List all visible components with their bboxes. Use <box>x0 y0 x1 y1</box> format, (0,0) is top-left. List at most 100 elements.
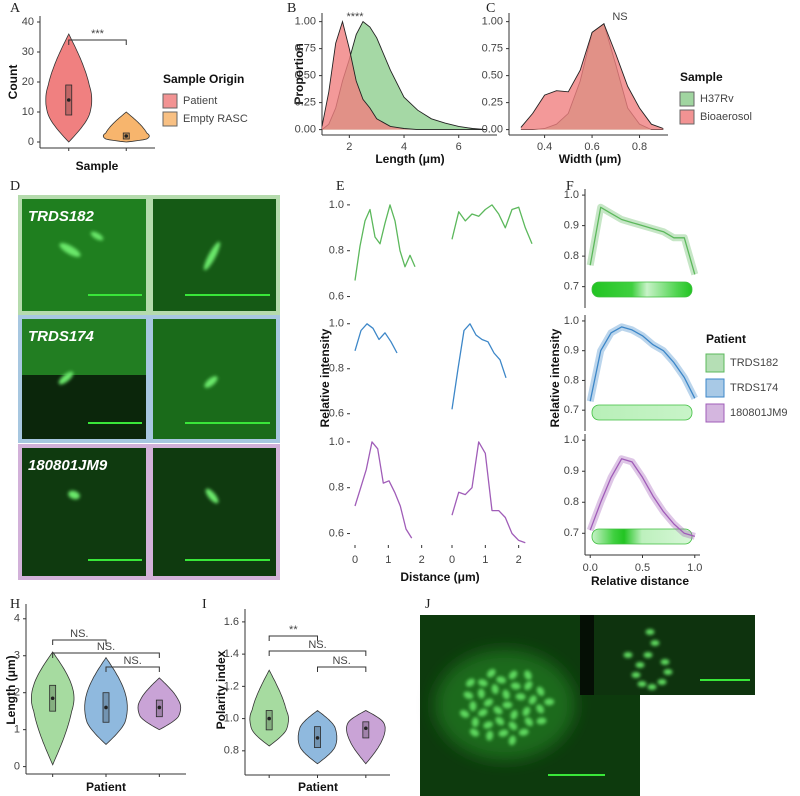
bacterium <box>647 684 657 690</box>
x-axis-label: Patient <box>86 780 126 794</box>
ribbon <box>586 455 696 540</box>
x-tick-label: 6 <box>456 141 462 153</box>
annotation: *** <box>91 28 105 40</box>
legend-swatch <box>705 378 725 398</box>
violin <box>249 669 289 747</box>
y-tick-label: 0.8 <box>329 363 344 375</box>
bacterium <box>483 698 494 707</box>
profile-line <box>354 323 398 354</box>
bacterium <box>59 243 81 257</box>
bacterium <box>493 706 503 715</box>
x-tick-label: 1 <box>482 554 488 566</box>
bracket <box>268 635 318 641</box>
bacterium <box>477 679 488 687</box>
bacterium <box>90 231 104 241</box>
profile-line <box>354 441 413 539</box>
annotation: NS. <box>70 628 88 640</box>
legend-title: Sample <box>680 70 723 84</box>
density-line <box>520 23 664 129</box>
y-tick-label: 0.75 <box>482 43 503 55</box>
bacterium <box>465 678 475 687</box>
bacterium <box>650 640 660 646</box>
median <box>104 705 108 710</box>
annotation: NS. <box>123 655 141 667</box>
panel-letter: B <box>287 1 296 16</box>
tile-caption: TRDS174 <box>28 328 95 345</box>
micrograph <box>149 315 280 443</box>
legend-label: TRDS182 <box>730 357 778 369</box>
panel-letter: D <box>10 179 20 194</box>
median <box>50 696 55 701</box>
tile-caption: 180801JM9 <box>28 457 108 474</box>
x-tick-label: 0.4 <box>537 141 552 153</box>
bacterium <box>491 684 499 695</box>
panel-letter: H <box>10 597 20 612</box>
y-tick-label: 2 <box>14 687 20 699</box>
bacterium <box>502 689 510 700</box>
bacterium <box>495 716 505 726</box>
x-tick-label: 0.6 <box>584 141 599 153</box>
micrograph <box>18 444 150 580</box>
bacterium <box>524 681 533 691</box>
y-tick-label: 1.0 <box>564 315 579 327</box>
median <box>364 726 368 731</box>
profile-line <box>451 323 507 410</box>
bacterium <box>459 709 470 718</box>
legend-label: TRDS174 <box>730 382 778 394</box>
y-axis-label: Count <box>6 65 20 100</box>
y-axis-label: Relative intensity <box>318 328 332 427</box>
bacterium <box>58 371 74 385</box>
bracket <box>52 639 107 645</box>
bacterium <box>623 652 633 658</box>
annotation: NS. <box>97 641 115 653</box>
x-axis-label: Length (μm) <box>375 152 444 166</box>
y-tick-label: 0.7 <box>564 404 579 416</box>
y-tick-label: 0.6 <box>329 408 344 420</box>
legend-swatch <box>679 91 695 107</box>
x-axis-label: Patient <box>298 780 338 794</box>
panel-letter: E <box>336 179 345 194</box>
micrograph <box>149 444 280 580</box>
bracket <box>317 666 367 672</box>
annotation: **** <box>346 11 364 23</box>
y-tick-label: 4 <box>14 613 20 625</box>
y-tick-label: 0.75 <box>295 43 316 55</box>
legend-swatch <box>705 353 725 373</box>
y-tick-label: 0.8 <box>564 250 579 262</box>
legend-swatch <box>679 109 695 125</box>
y-tick-label: 1.0 <box>329 199 344 211</box>
bacterium <box>203 241 221 271</box>
bacterium <box>68 490 80 500</box>
bacterium <box>536 717 547 725</box>
bacterium <box>486 668 496 678</box>
bacterium <box>477 688 485 699</box>
bacterium <box>510 710 518 720</box>
y-tick-label: 0.25 <box>295 97 316 109</box>
bacterium <box>518 728 529 736</box>
y-axis-label: Proportion <box>292 43 306 104</box>
y-tick-label: 0.25 <box>482 97 503 109</box>
bacterium <box>660 659 670 665</box>
y-tick-label: 0.8 <box>564 496 579 508</box>
bacterium <box>663 669 673 675</box>
bacterium <box>643 652 653 658</box>
x-tick-label: 1.0 <box>687 562 702 574</box>
profile-line <box>451 441 526 544</box>
y-axis-label: Length (μm) <box>4 655 18 724</box>
tile-caption: TRDS182 <box>28 208 95 225</box>
micrograph-shadow <box>22 375 146 439</box>
bacterium <box>502 701 513 709</box>
y-tick-label: 0.7 <box>564 527 579 539</box>
ribbon <box>586 323 698 403</box>
annotation: ** <box>289 624 298 636</box>
bacterium <box>536 704 545 714</box>
y-tick-label: 1.4 <box>224 648 239 660</box>
panel-letter: A <box>10 1 21 16</box>
bacterium <box>510 682 521 690</box>
profile-line <box>589 206 696 275</box>
x-axis-label: Width (μm) <box>559 152 622 166</box>
bacterium <box>205 488 219 504</box>
x-tick-label: 0.5 <box>635 562 650 574</box>
